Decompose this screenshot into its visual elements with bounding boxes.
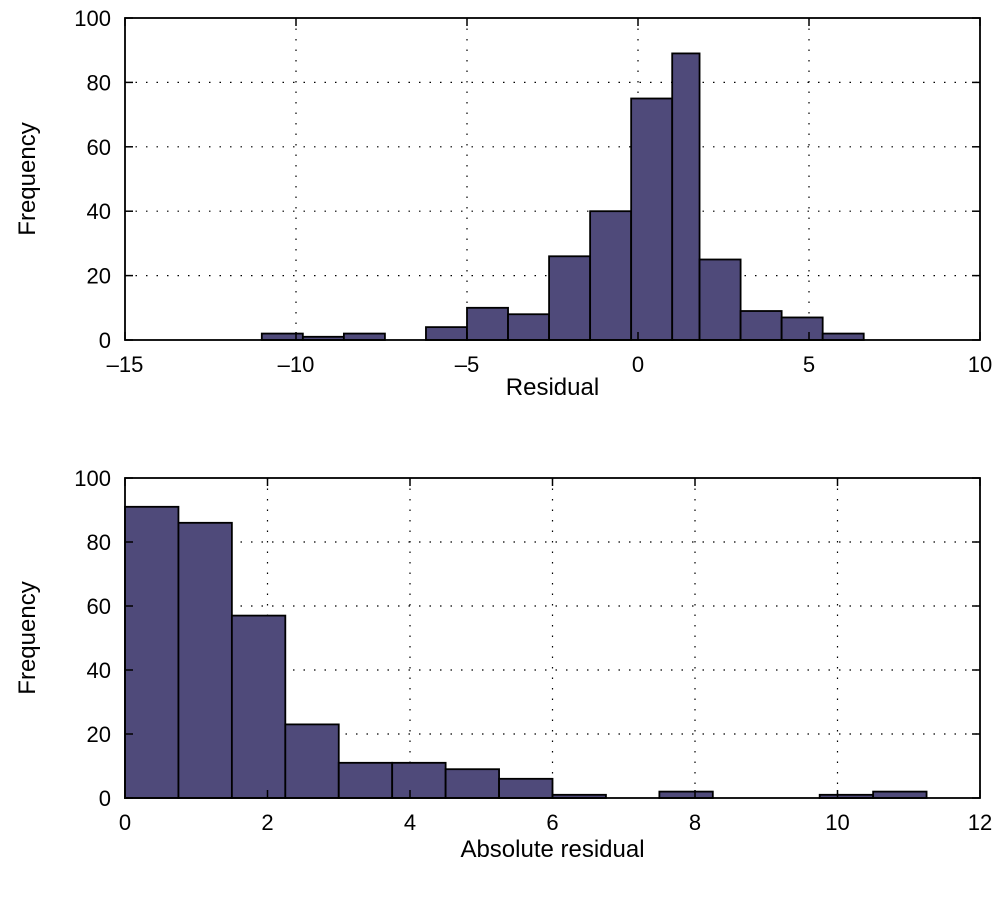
y-tick-label: 80 <box>87 70 111 95</box>
histogram-bar <box>821 332 865 341</box>
x-tick-label: 10 <box>825 810 849 835</box>
y-tick-label: 40 <box>87 199 111 224</box>
histogram-bar <box>507 313 550 341</box>
histogram-bar <box>498 777 554 799</box>
histogram-bar <box>872 790 928 799</box>
y-tick-label: 60 <box>87 135 111 160</box>
y-axis-label: Frequency <box>14 122 41 235</box>
y-tick-label: 100 <box>74 6 111 31</box>
y-tick-label: 20 <box>87 264 111 289</box>
x-tick-label: –5 <box>455 352 479 377</box>
histogram-bar <box>671 52 701 341</box>
x-tick-label: 0 <box>119 810 131 835</box>
histogram-bar <box>698 258 742 341</box>
x-tick-label: 12 <box>968 810 992 835</box>
axes-frame <box>124 17 981 341</box>
y-tick-label: 80 <box>87 530 111 555</box>
histogram-bar <box>342 332 386 341</box>
absolute-residual-histogram: 0 2 4 6 8 10 12 0 20 40 60 80 100 Absolute residual Fr… <box>14 466 992 863</box>
x-tick-label: 8 <box>689 810 701 835</box>
y-tick-label: 20 <box>87 722 111 747</box>
y-axis-label: Frequency <box>14 581 41 694</box>
x-tick-label: 10 <box>968 352 992 377</box>
x-tick-label: –15 <box>107 352 144 377</box>
histogram-bar <box>284 723 340 799</box>
histogram-bar <box>658 790 714 799</box>
residual-histogram: –15 –10 –5 0 5 10020406080100ResidualFrequenc… <box>14 6 992 401</box>
x-tick-label: 6 <box>546 810 558 835</box>
y-tick-label: 100 <box>74 466 111 491</box>
histogram-bar <box>589 210 633 341</box>
y-tick-label: 40 <box>87 658 111 683</box>
histogram-bar <box>337 761 394 799</box>
y-tick-label: 0 <box>99 786 111 811</box>
histogram-bar <box>230 614 287 799</box>
x-tick-label: 5 <box>803 352 815 377</box>
histogram-bar <box>548 255 592 341</box>
histogram-bar <box>124 505 180 799</box>
y-tick-label: 60 <box>87 594 111 619</box>
histogram-bar <box>630 97 674 341</box>
x-tick-label: 0 <box>632 352 644 377</box>
x-axis-label: Residual <box>506 374 599 401</box>
histogram-bar <box>444 768 500 799</box>
histogram-bar <box>391 761 447 799</box>
histogram-bar <box>739 310 783 341</box>
x-tick-label: 4 <box>404 810 416 835</box>
x-axis-label: Absolute residual <box>460 836 644 863</box>
histogram-bar <box>780 316 824 341</box>
histogram-bar <box>466 306 509 341</box>
histogram-bar <box>177 521 233 799</box>
x-tick-label: –10 <box>278 352 315 377</box>
x-tick-label: 2 <box>261 810 273 835</box>
y-tick-label: 0 <box>99 328 111 353</box>
histogram-bar <box>425 326 468 341</box>
